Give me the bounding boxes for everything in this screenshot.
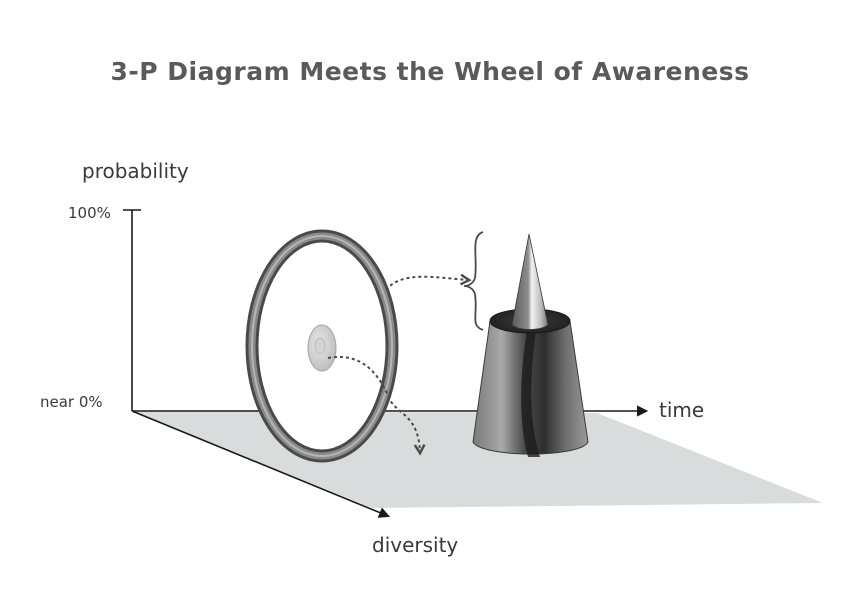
tick-label-near-zero: near 0%	[40, 393, 103, 411]
wheel-of-awareness	[245, 229, 399, 463]
curly-brace	[463, 231, 484, 331]
diversity-axis	[131, 410, 391, 518]
probability-axis-label: probability	[82, 159, 189, 183]
rim-to-cone-dashed-arrow	[385, 273, 472, 291]
hub-to-plane-dashed-arrow	[327, 355, 426, 456]
diagram-title: 3-P Diagram Meets the Wheel of Awareness	[111, 57, 750, 86]
tick-label-100: 100%	[68, 204, 111, 222]
peak-spike	[511, 233, 549, 330]
diversity-axis-label: diversity	[372, 533, 458, 557]
time-axis-label: time	[659, 398, 704, 422]
plateau-cone	[472, 233, 589, 457]
